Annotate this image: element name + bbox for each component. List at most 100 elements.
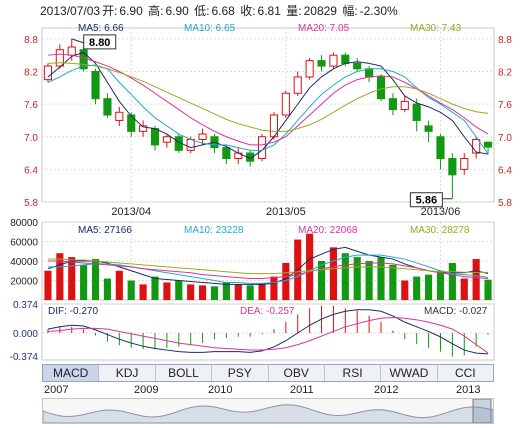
candle-body <box>400 100 409 111</box>
tab-obv[interactable]: OBV <box>269 365 325 381</box>
volume-bar <box>329 247 337 300</box>
volume-ma30-line <box>47 258 489 275</box>
time-navigator[interactable] <box>42 398 494 424</box>
macd-tick: -0.374 <box>10 352 39 362</box>
candle-body <box>162 136 171 143</box>
volume-bar <box>353 257 361 300</box>
volume-bar <box>139 284 147 300</box>
volume-tick: 80000 <box>10 218 38 229</box>
volume-bar <box>103 278 111 300</box>
volume-bar <box>460 278 468 300</box>
candle-body <box>55 49 64 67</box>
candle-body <box>353 62 362 70</box>
quote-header: 2013/07/03 开: 6.90 高: 6.90 低: 6.68 收: 6.81 量:… <box>40 2 400 19</box>
open-label: 开: <box>102 4 118 18</box>
volume-tick: 40000 <box>10 257 38 268</box>
candle-body <box>460 158 469 170</box>
price-tick-right: 7.0 <box>498 133 512 144</box>
volume-bar <box>317 261 326 300</box>
tab-boll[interactable]: BOLL <box>156 365 213 381</box>
macd-legend-1: DEA: -0.257 <box>240 306 295 317</box>
candle-body <box>341 54 350 64</box>
volume-bar <box>68 257 76 300</box>
tab-rsi[interactable]: RSI <box>325 365 382 381</box>
indicator-tabs: MACD KDJ BOLL PSY OBV RSI WWAD CCI <box>42 364 494 382</box>
candle-body <box>150 128 160 146</box>
navigator-area <box>42 404 494 424</box>
price-tick-right: 6.4 <box>498 165 512 176</box>
volume-value: 20829 <box>303 4 337 18</box>
tab-psy[interactable]: PSY <box>212 365 269 381</box>
price-ma10-line <box>47 64 489 155</box>
low-value: 6.68 <box>211 4 235 18</box>
stock-chart[interactable]: 8.8 8.8 8.2 8.2 7.6 7.6 7.0 7.0 6.4 6.4 5.8 5.8 2013… <box>0 0 520 362</box>
volume-legend-1: MA10: 23228 <box>184 225 244 236</box>
tab-macd[interactable]: MACD <box>43 365 100 381</box>
price-ma5-line <box>47 51 489 160</box>
navigator-year: 2012 <box>374 384 399 396</box>
volume-bar <box>365 261 373 300</box>
price-ma20-line <box>47 53 489 146</box>
min-box <box>409 192 443 208</box>
volume-ma20-line <box>47 260 489 280</box>
candle-body <box>472 138 481 154</box>
price-tick-left: 6.4 <box>24 165 38 176</box>
volume-legend-3: MA30: 28278 <box>410 225 470 236</box>
close-value: 6.81 <box>257 4 281 18</box>
price-tick-left: 8.2 <box>24 68 38 79</box>
candle-body <box>91 71 100 100</box>
price-tick-right: 8.8 <box>498 35 512 46</box>
navigator-year: 2010 <box>208 384 233 396</box>
candle-body <box>198 133 207 140</box>
candle-body <box>317 60 326 67</box>
candle-body <box>293 76 302 94</box>
candle-body <box>186 138 195 151</box>
tab-cci[interactable]: CCI <box>454 366 476 380</box>
volume-bar <box>127 280 135 300</box>
volume-bar <box>258 283 266 300</box>
min-label: 5.86 <box>416 195 437 207</box>
candle-body <box>483 141 493 148</box>
volume-bar <box>91 259 100 300</box>
volume-bar <box>175 280 183 300</box>
price-tick-left: 7.6 <box>24 100 38 111</box>
volume-bar <box>222 282 230 300</box>
tab-kdj[interactable]: KDJ <box>99 365 156 381</box>
volume-tick: 20000 <box>10 277 38 288</box>
volume-ma10-line <box>47 254 489 284</box>
candle-body <box>103 98 112 116</box>
navigator-window-handle[interactable] <box>472 398 492 424</box>
tab-wwad[interactable]: WWAD <box>381 365 438 381</box>
price-tick-right: 5.8 <box>498 198 512 209</box>
candle-body <box>67 46 76 56</box>
price-tick-left: 5.8 <box>24 198 38 209</box>
volume-bar <box>187 284 195 300</box>
volume-bar <box>341 253 349 300</box>
candle-body <box>376 76 386 100</box>
max-label: 8.80 <box>89 37 110 49</box>
candle-body <box>365 68 374 78</box>
macd-legend-2: MACD: -0.027 <box>424 306 488 317</box>
price-legend-2: MA20: 7.05 <box>298 23 350 34</box>
navigator-year: 2007 <box>44 384 69 396</box>
volume-bar <box>377 257 385 300</box>
high-label: 高: <box>148 4 164 18</box>
volume-legend-0: MA5: 27166 <box>78 225 132 236</box>
price-tick-left: 7.0 <box>24 133 38 144</box>
volume-bar <box>163 282 171 300</box>
price-ma30-line <box>47 62 489 132</box>
candle-body <box>43 65 53 81</box>
volume-bar <box>270 276 278 300</box>
candle-body <box>388 98 397 111</box>
volume-bar <box>44 270 52 300</box>
volume-bar <box>246 285 254 300</box>
candle-body <box>115 111 124 121</box>
volume-bar <box>56 253 64 300</box>
time-tick: 2013/05 <box>266 206 306 218</box>
volume-tick: 60000 <box>10 238 38 249</box>
low-label: 低: <box>194 4 210 18</box>
volume-bar <box>151 276 159 300</box>
close-label: 收: <box>240 4 256 18</box>
volume-bar <box>210 286 219 300</box>
candle-body <box>139 125 148 132</box>
